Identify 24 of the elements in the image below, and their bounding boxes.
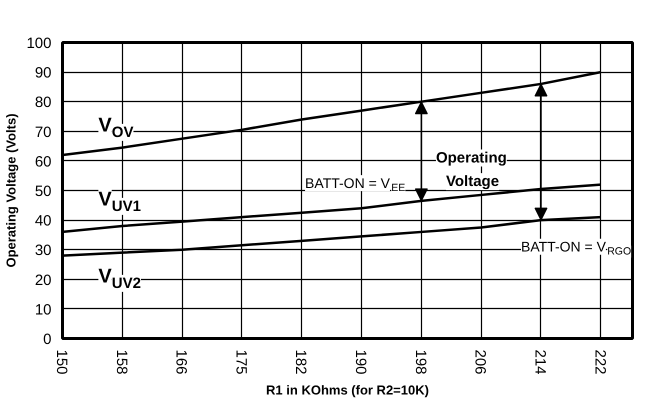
annotation: Operating Voltage [436, 149, 507, 190]
y-tick-label: 40 [34, 212, 52, 230]
x-tick-label: 150 [53, 350, 70, 375]
y-tick-label: 90 [34, 64, 52, 82]
y-tick-label: 10 [34, 301, 52, 318]
x-tick-label: 198 [412, 350, 429, 375]
y-axis-title: Operating Voltage (Volts) [3, 113, 18, 268]
x-axis-title: R1 in KOhms (for R2=10K) [266, 382, 429, 398]
x-tick-label: 222 [591, 350, 608, 375]
x-tick-label: 214 [531, 350, 548, 375]
y-tick-label: 80 [34, 94, 52, 112]
y-tick-label: 60 [34, 153, 52, 170]
y-tick-label: 70 [34, 124, 52, 141]
x-tick-label: 158 [112, 350, 130, 375]
x-tick-label: 190 [352, 350, 370, 375]
y-tick-label: 0 [43, 331, 52, 348]
y-tick-label: 20 [34, 272, 52, 289]
y-tick-label: 30 [34, 242, 52, 260]
y-tick-label: 50 [34, 183, 52, 200]
x-tick-label: 175 [232, 350, 250, 375]
x-tick-label: 166 [172, 350, 190, 375]
x-tick-label: 182 [292, 350, 310, 375]
x-tick-label: 206 [472, 350, 489, 375]
y-tick-label: 100 [26, 35, 52, 52]
